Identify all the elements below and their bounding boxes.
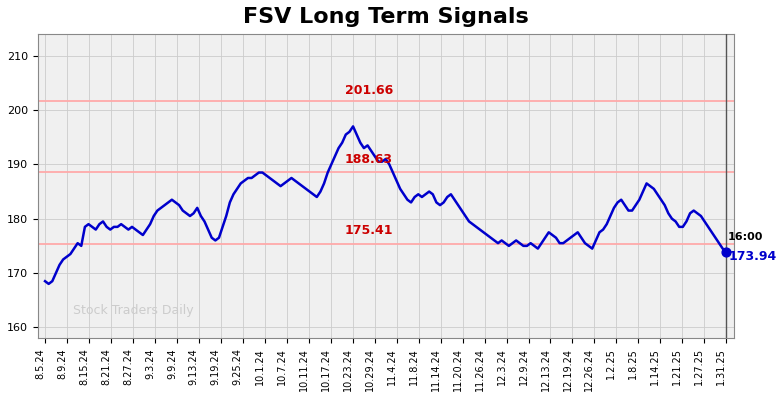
Title: FSV Long Term Signals: FSV Long Term Signals: [243, 7, 528, 27]
Text: 201.66: 201.66: [345, 84, 393, 97]
Text: 188.63: 188.63: [345, 153, 393, 166]
Text: 173.94: 173.94: [728, 250, 776, 263]
Text: 175.41: 175.41: [345, 224, 394, 238]
Text: Stock Traders Daily: Stock Traders Daily: [73, 304, 193, 317]
Point: [720, 248, 732, 255]
Text: 16:00: 16:00: [728, 232, 764, 242]
